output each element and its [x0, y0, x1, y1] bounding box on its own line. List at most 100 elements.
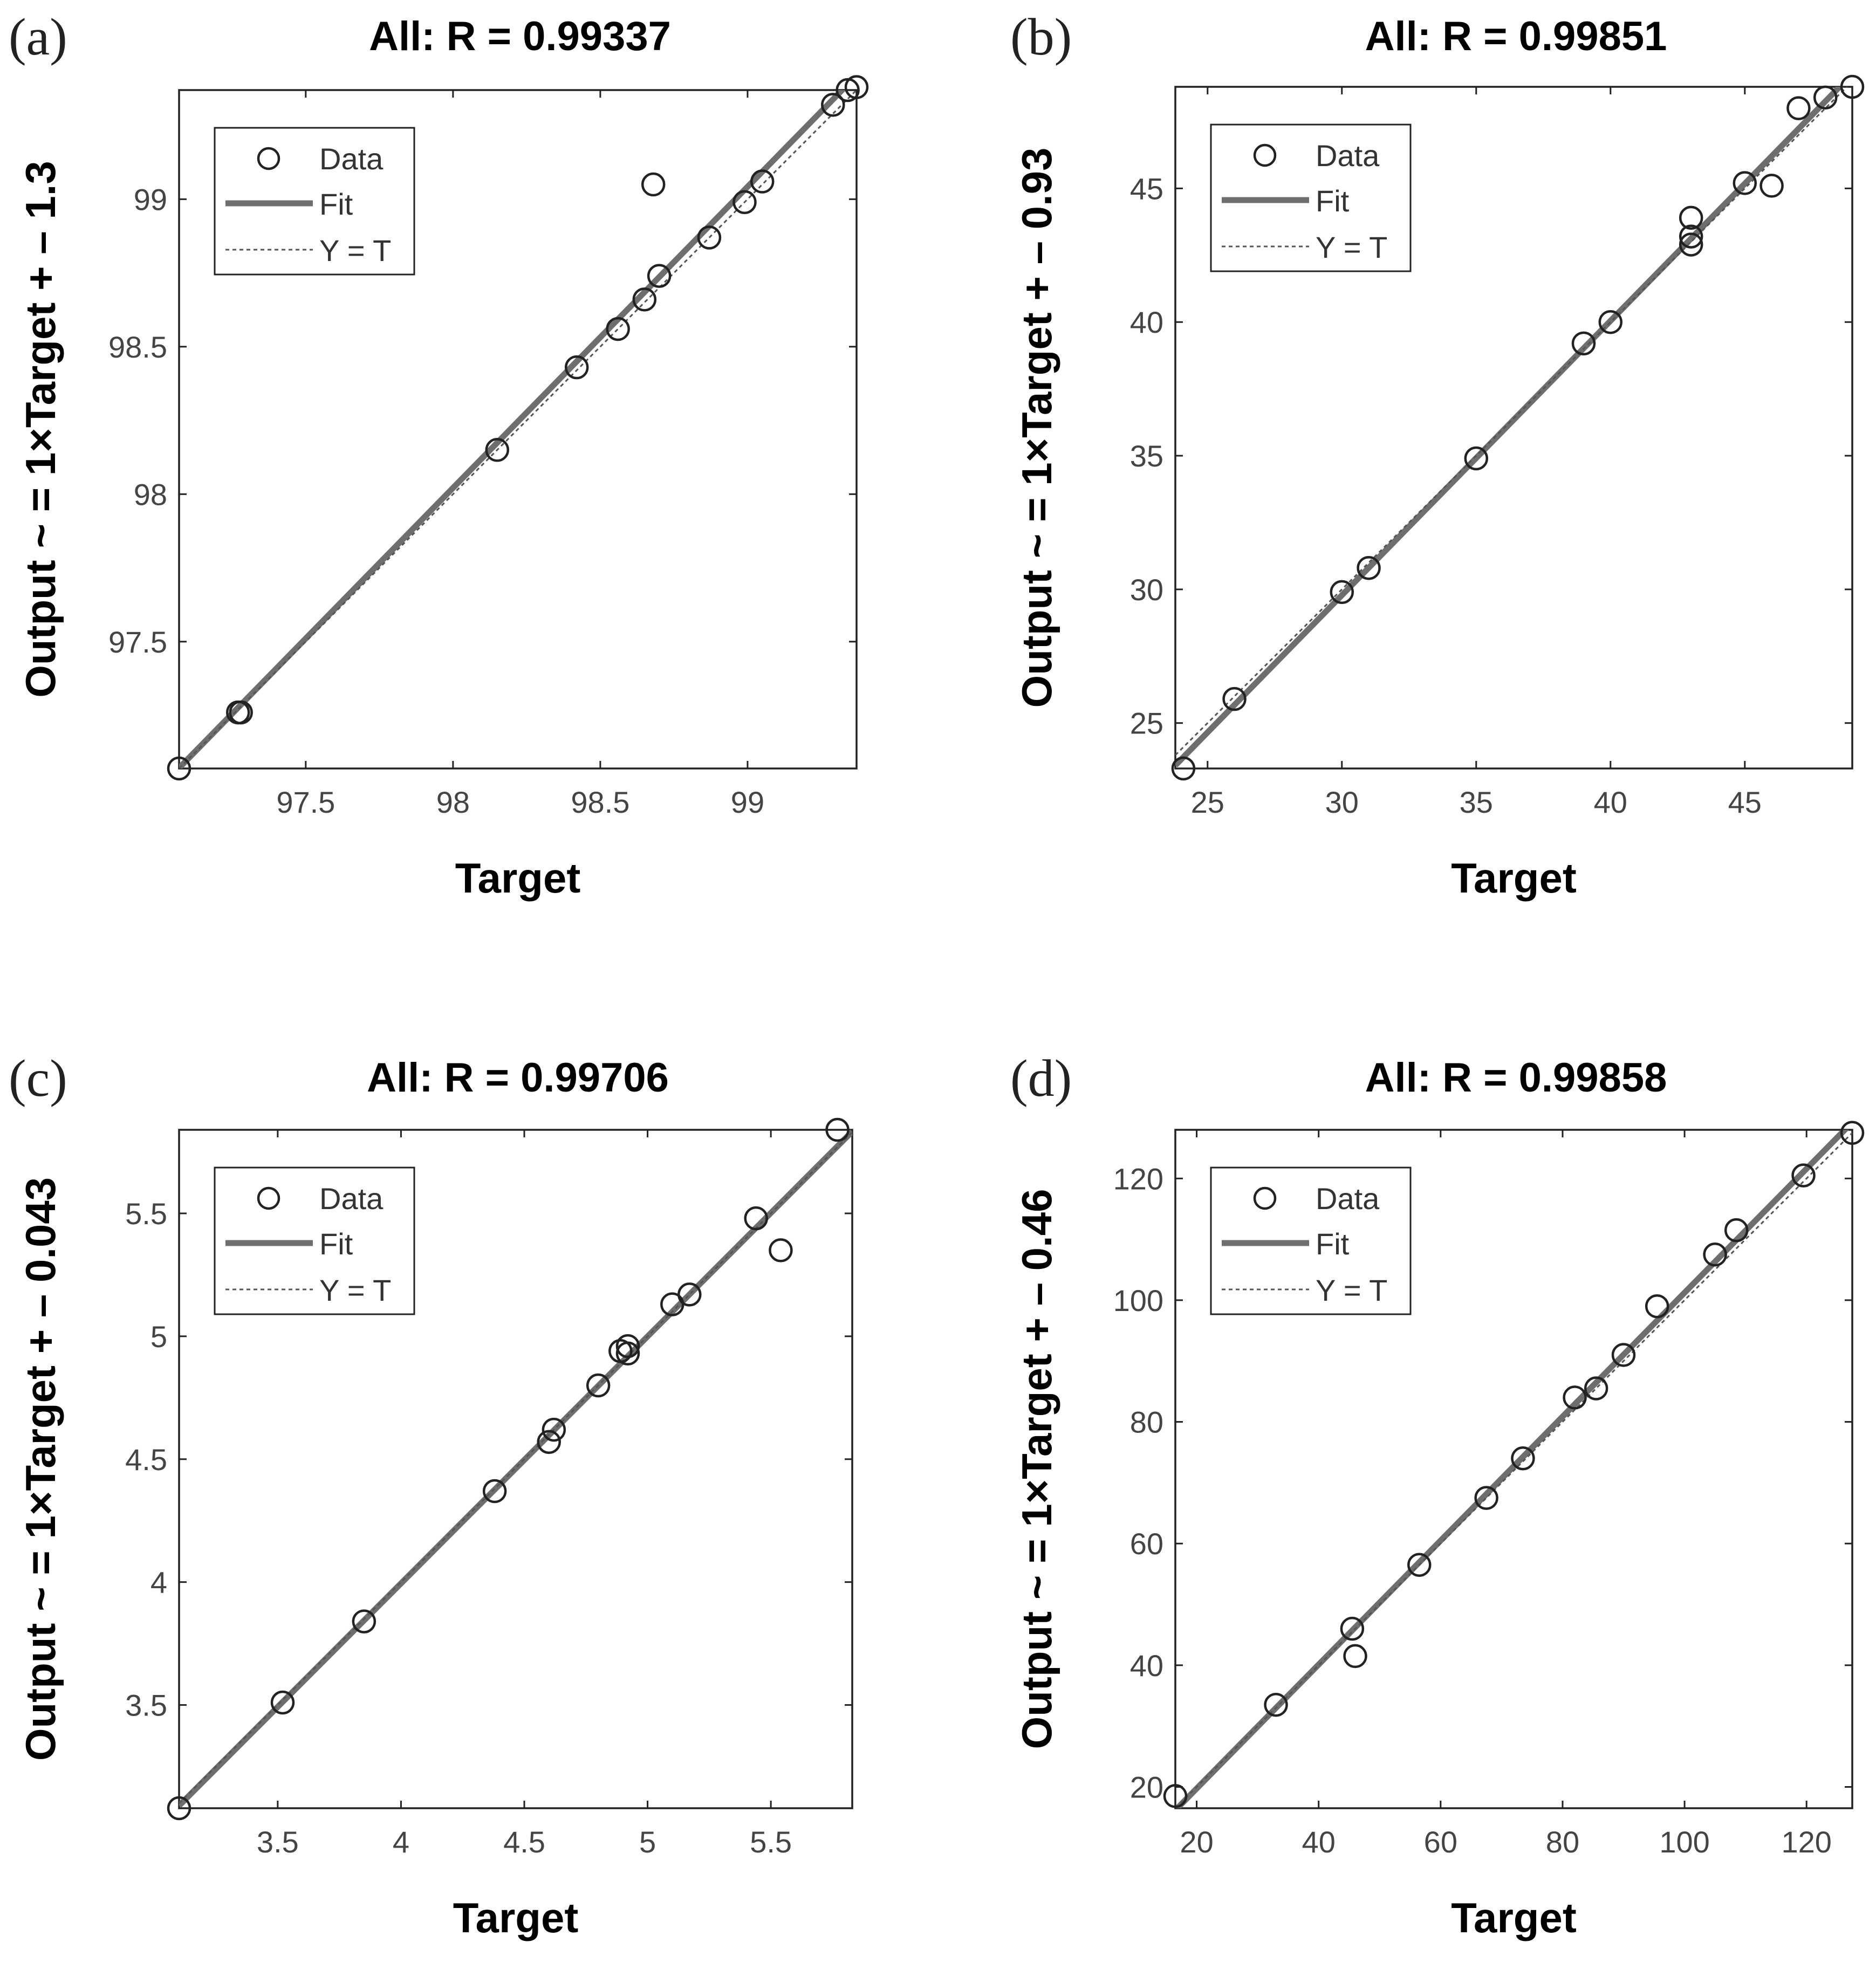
data-point [482, 1479, 507, 1504]
data-point [1679, 232, 1703, 257]
x-tick-label: 25 [1191, 785, 1224, 819]
data-point [1340, 1616, 1365, 1641]
data-point [1343, 1644, 1367, 1669]
x-axis-label: Target [1451, 854, 1577, 902]
data-point [615, 1334, 640, 1358]
data-point [229, 700, 253, 725]
data-point [167, 1796, 191, 1821]
data-point [485, 438, 510, 462]
legend: Data Fit Y = T [1210, 123, 1412, 272]
data-point [844, 75, 869, 99]
legend-identity-label: Y = T [319, 1273, 391, 1307]
fit-line [1175, 87, 1844, 767]
x-tick-label: 60 [1424, 1825, 1457, 1859]
data-point [352, 1609, 376, 1633]
data-point [769, 1238, 793, 1262]
data-point [1611, 1343, 1636, 1367]
legend-identity-label: Y = T [1316, 230, 1387, 264]
data-point [1264, 1692, 1288, 1717]
legend-data-marker [1253, 143, 1277, 167]
y-tick-label: 4.5 [125, 1443, 167, 1477]
x-tick-label: 35 [1460, 785, 1493, 819]
y-tick-label: 5.5 [125, 1197, 167, 1231]
data-point [1724, 1218, 1749, 1243]
data-point [647, 264, 672, 288]
x-tick-label: 40 [1594, 785, 1627, 819]
data-point [1563, 1385, 1587, 1410]
data-point [1222, 687, 1247, 711]
x-tick-label: 4 [393, 1825, 409, 1859]
y-tick-label: 60 [1130, 1527, 1163, 1561]
y-axis-label: Output ~ = 1×Target + – 1.3 [17, 161, 64, 698]
y-tick-label: 40 [1130, 305, 1163, 339]
chart-panel-a: 97.5 98 98.5 99 97.5 98 98.5 99 Data Fit Y = T All:… [9, 8, 869, 902]
data-point [821, 93, 845, 117]
data-point [1571, 331, 1596, 356]
data-point [586, 1373, 611, 1398]
legend-identity-label: Y = T [1316, 1273, 1387, 1307]
y-tick-label: 40 [1130, 1649, 1163, 1683]
y-tick-label: 45 [1130, 171, 1163, 205]
data-point [564, 355, 589, 380]
data-point [732, 190, 757, 215]
legend-data-marker [257, 147, 280, 170]
x-tick-label: 30 [1325, 785, 1359, 819]
legend: Data Fit Y = T [1210, 1166, 1412, 1315]
data-point [167, 756, 191, 781]
y-tick-label: 4 [150, 1566, 167, 1600]
y-tick-label: 99 [134, 182, 167, 216]
legend-fit-label: Fit [1316, 1227, 1350, 1261]
legend-fit-label: Fit [1316, 184, 1350, 218]
x-tick-label: 5 [639, 1825, 656, 1859]
x-axis-label: Target [1451, 1894, 1577, 1941]
y-tick-label: 20 [1130, 1770, 1163, 1804]
legend-data-marker [1253, 1186, 1277, 1210]
legend-data-label: Data [319, 142, 384, 176]
y-tick-label: 30 [1130, 573, 1163, 607]
data-point [697, 225, 722, 250]
data-point [1330, 580, 1354, 605]
y-tick-label: 35 [1130, 439, 1163, 473]
data-point [1703, 1243, 1727, 1267]
x-tick-label: 100 [1659, 1825, 1709, 1859]
x-tick-label: 40 [1302, 1825, 1336, 1859]
chart-title: All: R = 0.99706 [367, 1055, 669, 1101]
chart-title: All: R = 0.99851 [1365, 13, 1667, 59]
data-point [537, 1430, 561, 1454]
x-tick-label: 45 [1728, 785, 1762, 819]
legend-data-marker [257, 1186, 280, 1210]
panel-label: (c) [9, 1049, 67, 1108]
data-point [1407, 1553, 1432, 1577]
data-point [677, 1282, 702, 1307]
data-point [1171, 756, 1196, 781]
x-tick-label: 80 [1546, 1825, 1579, 1859]
data-point [825, 1117, 850, 1142]
data-point [606, 317, 630, 341]
data-point [632, 287, 657, 312]
y-tick-label: 98 [134, 477, 167, 511]
legend: Data Fit Y = T [214, 1166, 415, 1315]
chart-title: All: R = 0.99337 [369, 13, 671, 59]
data-point [1584, 1376, 1608, 1401]
fit-line [179, 1130, 852, 1808]
y-tick-label: 25 [1130, 706, 1163, 740]
data-point [1357, 555, 1381, 580]
data-point [1759, 174, 1784, 198]
chart-panel-c: 3.5 4 4.5 5 5.5 3.5 4 4.5 5 5.5 Data Fit Y = T All: R… [9, 1049, 853, 1941]
identity-line [179, 90, 857, 768]
y-tick-label: 100 [1113, 1284, 1163, 1317]
x-tick-label: 98 [436, 785, 470, 819]
y-axis-label: Output ~ = 1×Target + – 0.46 [1013, 1189, 1060, 1749]
x-tick-label: 98.5 [571, 785, 629, 819]
data-point [1679, 224, 1703, 249]
data-point [1679, 205, 1703, 230]
data-point [744, 1206, 768, 1231]
x-axis-label: Target [453, 1894, 579, 1941]
x-tick-label: 120 [1781, 1825, 1831, 1859]
x-tick-label: 97.5 [276, 785, 335, 819]
legend-fit-label: Fit [319, 1227, 353, 1261]
data-point [1645, 1294, 1669, 1319]
y-tick-label: 120 [1113, 1162, 1163, 1196]
y-tick-label: 98.5 [108, 330, 167, 364]
